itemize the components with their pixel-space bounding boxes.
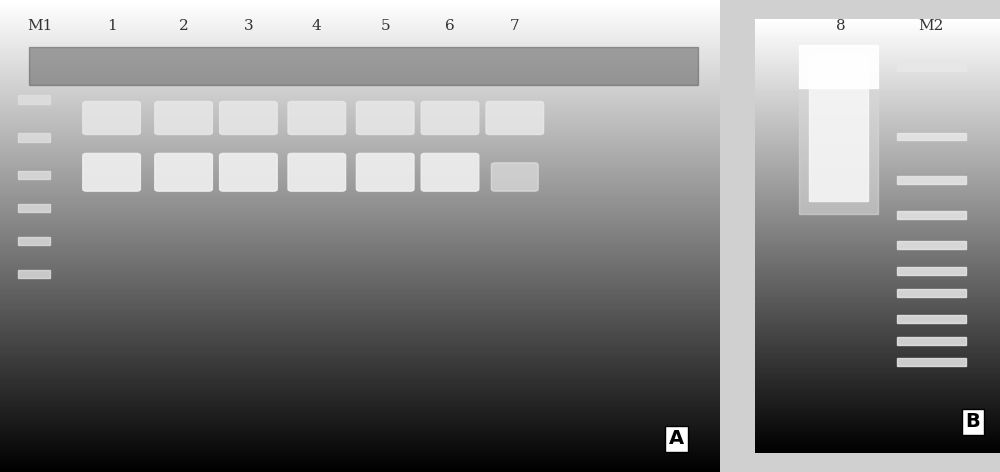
Text: 3: 3	[244, 19, 253, 33]
FancyBboxPatch shape	[155, 101, 212, 135]
Bar	[809, 54, 868, 201]
Text: 8: 8	[836, 19, 846, 33]
Bar	[29, 47, 698, 85]
Text: B: B	[966, 413, 980, 431]
FancyBboxPatch shape	[486, 101, 544, 135]
Bar	[18, 95, 50, 104]
FancyBboxPatch shape	[220, 101, 277, 135]
Bar	[18, 204, 50, 212]
Text: M1: M1	[27, 19, 52, 33]
Bar	[897, 211, 966, 219]
FancyBboxPatch shape	[421, 153, 479, 191]
Bar	[897, 358, 966, 366]
FancyBboxPatch shape	[83, 101, 140, 135]
Text: M2: M2	[919, 19, 944, 33]
Text: 2: 2	[179, 19, 188, 33]
Bar	[897, 133, 966, 141]
Bar	[897, 337, 966, 345]
Text: 5: 5	[380, 19, 390, 33]
Bar	[18, 270, 50, 278]
FancyBboxPatch shape	[155, 153, 212, 191]
FancyBboxPatch shape	[288, 153, 346, 191]
Text: 6: 6	[445, 19, 455, 33]
FancyBboxPatch shape	[356, 101, 414, 135]
FancyBboxPatch shape	[83, 153, 140, 191]
Bar	[18, 133, 50, 142]
Bar	[18, 171, 50, 179]
FancyBboxPatch shape	[356, 153, 414, 191]
FancyBboxPatch shape	[421, 101, 479, 135]
Bar	[799, 49, 878, 214]
FancyBboxPatch shape	[288, 101, 346, 135]
Bar	[897, 241, 966, 249]
Bar	[897, 289, 966, 297]
Text: 4: 4	[312, 19, 322, 33]
Bar	[897, 267, 966, 275]
FancyBboxPatch shape	[220, 153, 277, 191]
Bar	[897, 176, 966, 184]
FancyBboxPatch shape	[491, 163, 538, 191]
Bar	[799, 45, 878, 88]
Bar	[897, 63, 966, 71]
Text: A: A	[669, 430, 684, 448]
Bar	[897, 315, 966, 323]
Bar	[18, 237, 50, 245]
Text: 1: 1	[107, 19, 116, 33]
Text: 7: 7	[510, 19, 520, 33]
